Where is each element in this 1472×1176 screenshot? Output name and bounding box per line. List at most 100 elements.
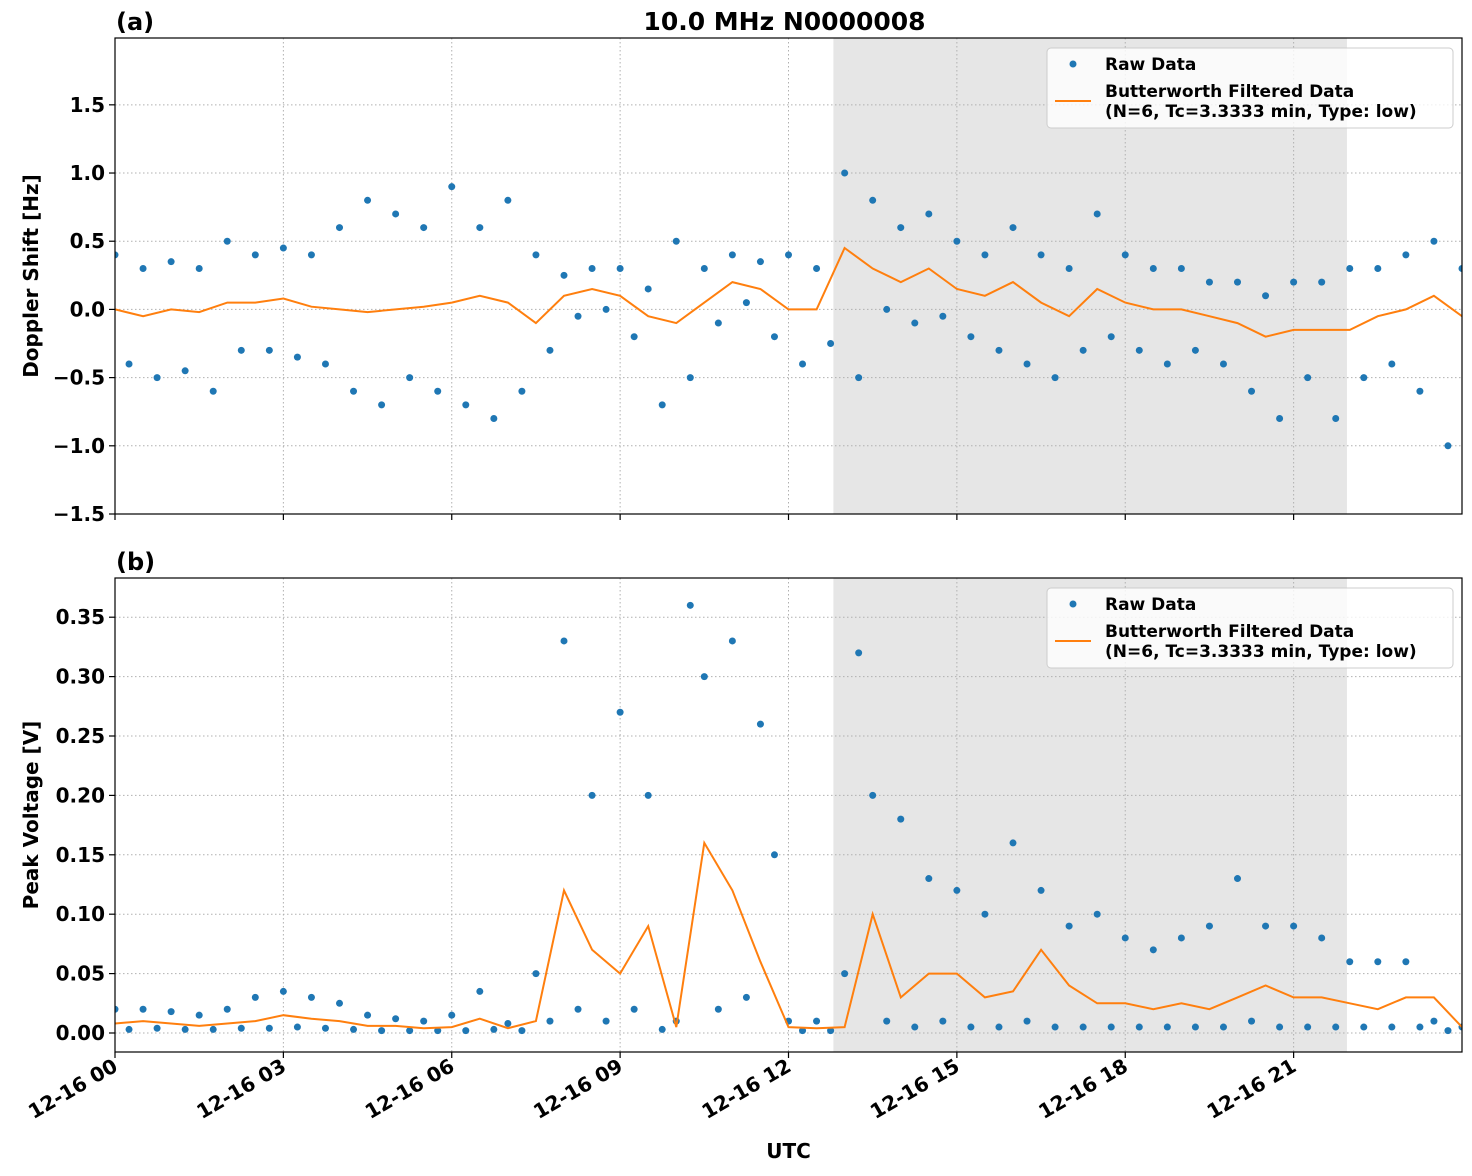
panel-label: (a) xyxy=(116,8,154,36)
raw-point xyxy=(125,1025,133,1033)
raw-point xyxy=(1360,1023,1368,1031)
raw-point xyxy=(209,387,217,395)
y-tick-label: 1.0 xyxy=(70,161,105,185)
x-tick-label: 12-16 00 xyxy=(24,1054,122,1124)
y-tick-label: 0.05 xyxy=(56,962,105,986)
raw-point xyxy=(1051,374,1059,382)
y-tick-label: 0.30 xyxy=(56,665,105,689)
legend-box xyxy=(1046,587,1454,669)
y-tick-label: 1.5 xyxy=(70,93,105,117)
raw-point xyxy=(1037,251,1045,259)
raw-point xyxy=(350,387,358,395)
raw-point xyxy=(1234,278,1241,286)
raw-point xyxy=(1360,374,1368,382)
raw-point xyxy=(546,1017,554,1025)
plot-frame xyxy=(114,37,1463,515)
raw-point xyxy=(1234,875,1241,883)
raw-point xyxy=(115,251,119,259)
raw-point xyxy=(770,333,778,341)
raw-point xyxy=(1177,264,1185,272)
raw-point xyxy=(181,1025,189,1033)
raw-point xyxy=(1290,922,1298,930)
raw-point xyxy=(1065,264,1073,272)
raw-point xyxy=(1304,374,1312,382)
raw-point xyxy=(995,346,1003,354)
raw-point xyxy=(897,815,905,823)
raw-point xyxy=(448,1011,456,1019)
raw-point xyxy=(925,210,933,218)
raw-point xyxy=(1107,333,1115,341)
raw-point xyxy=(406,1027,414,1035)
raw-point xyxy=(167,1008,175,1016)
raw-point xyxy=(714,1005,722,1013)
raw-point xyxy=(279,987,287,995)
raw-point xyxy=(1458,264,1462,272)
raw-point xyxy=(1163,360,1171,368)
raw-point xyxy=(742,299,750,307)
raw-point xyxy=(1023,360,1031,368)
raw-point xyxy=(883,305,891,313)
raw-point xyxy=(364,1011,372,1019)
raw-point xyxy=(518,1027,526,1035)
raw-point xyxy=(392,210,400,218)
raw-point xyxy=(869,196,877,204)
raw-point xyxy=(560,637,568,645)
raw-point xyxy=(630,333,638,341)
raw-point xyxy=(1388,360,1396,368)
raw-point xyxy=(953,237,961,245)
raw-point xyxy=(153,374,161,382)
raw-point xyxy=(588,791,596,799)
raw-point xyxy=(420,1017,428,1025)
raw-point xyxy=(953,886,961,894)
x-tick-label: 12-16 06 xyxy=(361,1054,459,1124)
raw-point xyxy=(1374,264,1382,272)
raw-point xyxy=(462,1027,470,1035)
x-tick-label: 12-16 18 xyxy=(1034,1054,1132,1124)
raw-point xyxy=(1149,946,1157,954)
raw-point xyxy=(1009,224,1017,232)
raw-point xyxy=(1219,1023,1227,1031)
raw-point xyxy=(1318,278,1326,286)
raw-point xyxy=(448,183,456,191)
y-tick-label: 0.15 xyxy=(56,843,105,867)
raw-point xyxy=(195,264,203,272)
raw-point xyxy=(658,1025,666,1033)
filtered-line xyxy=(115,246,1462,338)
raw-point xyxy=(827,1027,835,1035)
raw-point xyxy=(911,319,919,327)
raw-point xyxy=(1121,251,1129,259)
y-tick-label: −1.5 xyxy=(53,502,105,526)
raw-point xyxy=(1248,387,1256,395)
raw-point xyxy=(1388,1023,1396,1031)
raw-point xyxy=(644,791,652,799)
raw-point xyxy=(841,970,849,978)
raw-point xyxy=(1065,922,1073,930)
raw-point xyxy=(995,1023,1003,1031)
raw-point xyxy=(602,305,610,313)
raw-point xyxy=(939,312,947,320)
raw-point xyxy=(785,251,792,259)
raw-point xyxy=(392,1015,400,1023)
raw-point xyxy=(504,1019,512,1027)
raw-point xyxy=(770,851,778,859)
x-tick-label: 12-16 21 xyxy=(1203,1054,1301,1124)
filtered-line xyxy=(115,839,1462,1030)
raw-point xyxy=(532,970,540,978)
raw-point xyxy=(378,401,386,409)
raw-point xyxy=(742,993,750,1001)
raw-point xyxy=(1430,237,1438,245)
raw-point xyxy=(939,1017,947,1025)
x-tick-label: 12-16 12 xyxy=(697,1054,795,1124)
raw-point xyxy=(1248,1017,1256,1025)
raw-point xyxy=(756,258,764,266)
raw-point xyxy=(237,1024,245,1032)
raw-point xyxy=(1332,415,1340,423)
plot-frame xyxy=(114,577,1463,1053)
raw-point xyxy=(307,251,315,259)
y-tick-label: −1.0 xyxy=(53,434,105,458)
raw-point xyxy=(1416,1023,1424,1031)
raw-point xyxy=(1191,346,1199,354)
raw-point xyxy=(616,264,624,272)
y-axis-label: Peak Voltage [V] xyxy=(19,721,43,910)
raw-point xyxy=(1444,1027,1452,1035)
